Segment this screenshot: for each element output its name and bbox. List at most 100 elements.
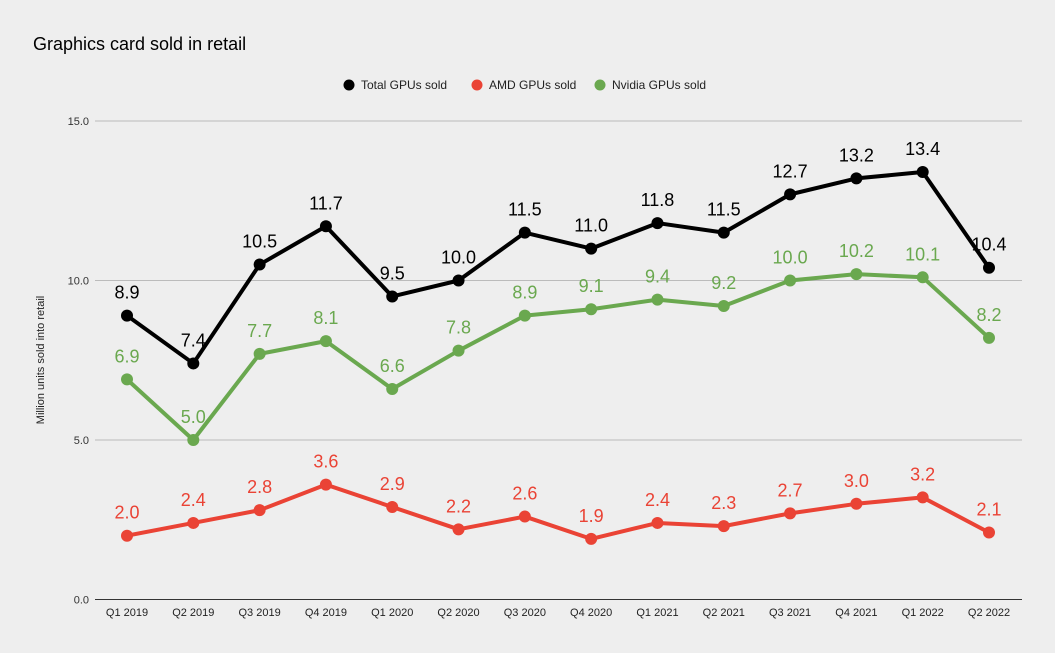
data-point xyxy=(121,309,133,322)
data-label: 9.5 xyxy=(380,263,405,283)
data-point xyxy=(585,532,598,545)
data-point xyxy=(319,478,332,491)
x-tick-label: Q3 2019 xyxy=(239,607,281,619)
data-point xyxy=(585,303,598,316)
data-point xyxy=(585,242,598,255)
data-label: 12.7 xyxy=(773,161,808,181)
y-tick-label: 0.0 xyxy=(74,595,89,607)
data-point xyxy=(386,382,399,395)
data-label: 10.1 xyxy=(905,244,940,264)
data-label: 2.0 xyxy=(114,503,139,523)
y-axis-label: Million units sold into retail xyxy=(35,296,47,424)
data-point xyxy=(850,268,863,281)
data-point xyxy=(717,520,730,533)
data-point xyxy=(717,300,730,313)
data-label: 11.5 xyxy=(508,200,542,220)
x-tick-label: Q1 2021 xyxy=(636,607,678,619)
data-label: 8.9 xyxy=(512,283,537,303)
series-line xyxy=(126,482,990,541)
data-label: 2.8 xyxy=(247,477,272,497)
series-line xyxy=(125,272,991,442)
legend-marker xyxy=(471,79,483,91)
data-point xyxy=(386,290,399,303)
y-tick-label: 15.0 xyxy=(68,116,89,128)
data-label: 2.4 xyxy=(181,490,206,510)
data-label: 9.4 xyxy=(645,267,670,287)
x-tick-label: Q2 2019 xyxy=(172,607,214,619)
x-tick-label: Q3 2020 xyxy=(504,607,546,619)
data-label: 2.6 xyxy=(512,484,537,504)
legend-marker xyxy=(343,79,355,91)
x-tick-label: Q1 2020 xyxy=(371,607,413,619)
data-label: 10.2 xyxy=(839,241,874,261)
data-label: 11.8 xyxy=(641,190,675,210)
data-label: 8.1 xyxy=(313,308,338,328)
data-label: 3.6 xyxy=(313,452,338,472)
data-label: 1.9 xyxy=(579,506,604,526)
data-label: 2.9 xyxy=(380,474,405,494)
data-label: 11.0 xyxy=(574,216,608,236)
data-label: 3.0 xyxy=(844,471,869,491)
data-label: 13.2 xyxy=(839,145,874,165)
legend-label: Total GPUs sold xyxy=(361,78,447,92)
data-point xyxy=(784,507,797,520)
data-point xyxy=(121,529,133,542)
legend-label: Nvidia GPUs sold xyxy=(612,78,706,92)
data-point xyxy=(518,309,531,322)
data-point xyxy=(187,357,200,370)
data-point xyxy=(850,497,863,510)
x-tick-label: Q3 2021 xyxy=(769,607,811,619)
data-label: 13.4 xyxy=(905,139,940,159)
data-label: 10.0 xyxy=(441,248,476,268)
x-tick-label: Q2 2020 xyxy=(437,607,479,619)
data-label: 10.4 xyxy=(971,235,1006,255)
data-point xyxy=(253,504,266,517)
data-point xyxy=(651,217,664,230)
data-label: 5.0 xyxy=(181,407,206,427)
data-label: 7.4 xyxy=(181,330,206,350)
y-tick-label: 5.0 xyxy=(74,435,89,447)
data-label: 6.9 xyxy=(114,346,139,366)
data-point xyxy=(784,188,797,201)
x-tick-label: Q2 2021 xyxy=(703,607,745,619)
x-tick-label: Q1 2022 xyxy=(902,607,944,619)
data-point xyxy=(850,172,863,185)
data-label: 8.2 xyxy=(976,305,1001,325)
data-point xyxy=(717,226,730,239)
data-label: 2.4 xyxy=(645,490,670,510)
data-label: 3.2 xyxy=(910,464,935,484)
data-point xyxy=(253,258,266,271)
data-point xyxy=(319,335,332,348)
legend-marker xyxy=(594,79,606,91)
data-point xyxy=(518,510,531,523)
x-tick-label: Q4 2020 xyxy=(570,607,612,619)
data-label: 6.6 xyxy=(380,356,405,376)
data-label: 7.7 xyxy=(247,321,272,341)
data-label: 9.2 xyxy=(711,273,736,293)
data-label: 11.5 xyxy=(707,200,741,220)
data-point xyxy=(784,274,797,287)
data-point xyxy=(452,344,465,357)
data-label: 2.1 xyxy=(976,500,1001,520)
x-tick-label: Q4 2019 xyxy=(305,607,347,619)
data-label: 9.1 xyxy=(579,276,604,296)
data-point xyxy=(386,500,399,513)
x-tick-label: Q4 2021 xyxy=(835,607,877,619)
series-line xyxy=(125,170,991,366)
data-label: 7.8 xyxy=(446,318,471,338)
data-label: 2.7 xyxy=(778,480,803,500)
data-point xyxy=(121,373,133,386)
data-point xyxy=(187,434,200,446)
data-label: 2.3 xyxy=(711,493,736,513)
data-point xyxy=(187,516,200,529)
data-point xyxy=(651,516,664,529)
data-point xyxy=(983,331,995,344)
data-point xyxy=(319,220,332,233)
data-label: 10.0 xyxy=(773,248,808,268)
chart-title: Graphics card sold in retail xyxy=(33,34,247,54)
data-point xyxy=(916,166,929,179)
data-point xyxy=(983,526,995,539)
x-tick-label: Q1 2019 xyxy=(106,607,148,619)
data-point xyxy=(983,261,995,274)
